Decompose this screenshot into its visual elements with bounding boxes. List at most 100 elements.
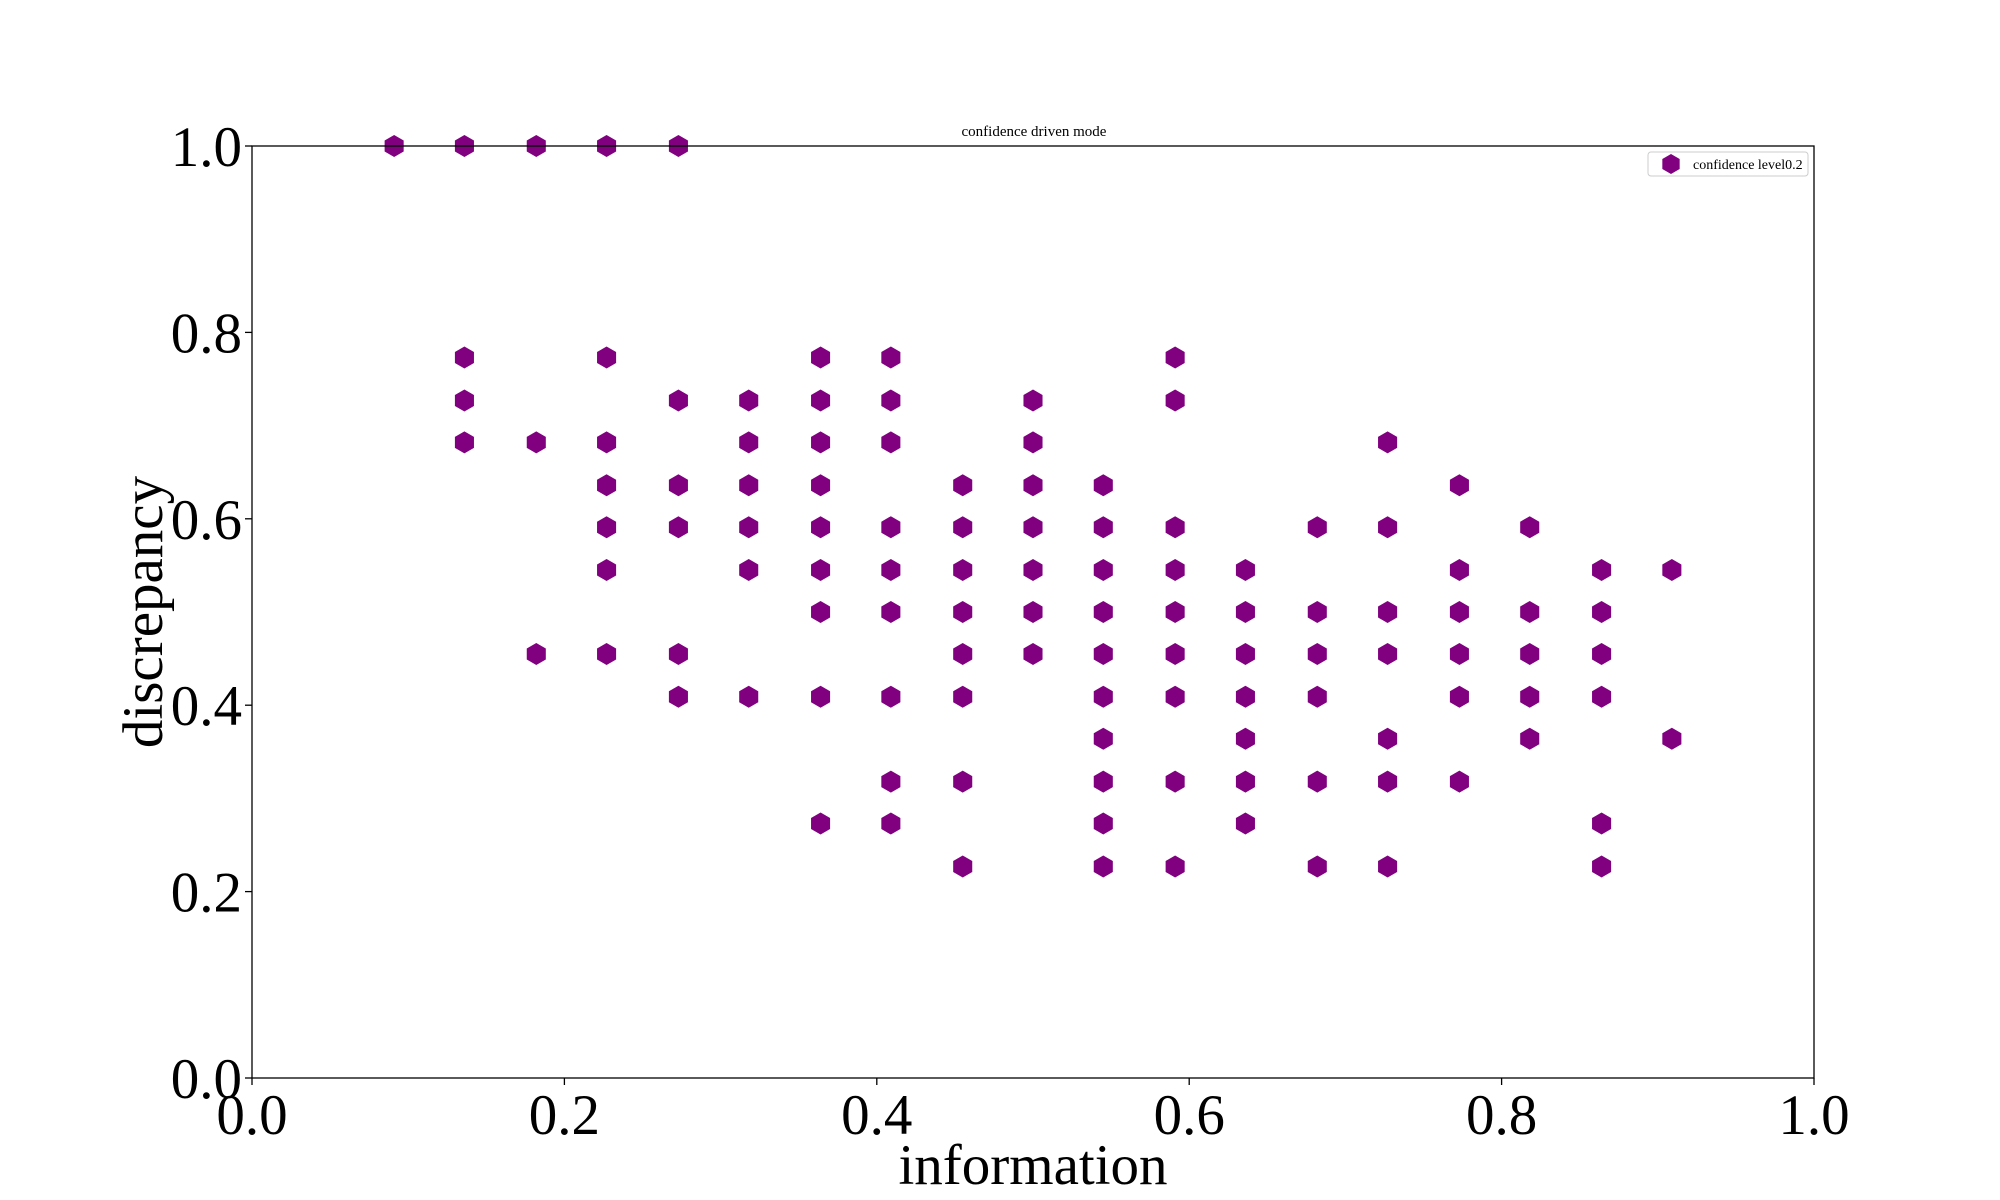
data-point [668,474,688,497]
data-point [1592,559,1612,582]
data-point [1165,685,1185,708]
data-point [953,855,973,878]
data-point [1592,812,1612,835]
data-point [454,389,474,412]
x-axis-label: information [898,1134,1167,1197]
data-point [811,474,831,497]
data-point [1378,516,1398,539]
data-point [1235,601,1255,623]
data-point [597,516,617,539]
data-point [1662,559,1682,582]
data-point [881,601,901,623]
data-point [811,389,831,412]
data-point [1023,601,1043,623]
data-point [881,685,901,708]
y-axis-label: discrepancy [112,475,175,748]
data-point [1023,431,1043,454]
data-point [526,642,546,665]
data-point [597,431,617,454]
data-point [953,516,973,539]
chart-title: confidence driven mode [962,124,1107,140]
data-point [811,431,831,454]
data-point [1520,601,1540,623]
data-point [1093,685,1113,708]
data-point [668,516,688,539]
data-point [1165,770,1185,793]
data-point [953,685,973,708]
data-point [1378,727,1398,750]
data-point [953,770,973,793]
data-point [1023,516,1043,539]
data-point [739,685,759,708]
data-point [1307,855,1327,878]
x-tick-label: 0.6 [1154,1084,1225,1147]
data-point [1449,474,1469,497]
data-point [1165,346,1185,369]
legend-hexagon-marker [1662,154,1680,174]
data-point [811,601,831,623]
data-point [597,474,617,497]
data-point [1592,642,1612,665]
data-point [1023,474,1043,497]
data-point [1165,601,1185,623]
data-point [1520,642,1540,665]
data-point [454,346,474,369]
data-point [1520,685,1540,708]
data-point [739,516,759,539]
x-axis: 0.0 0.2 0.4 0.6 0.8 1.0 [216,1078,1850,1147]
x-tick-label: 1.0 [1778,1084,1849,1147]
plot-frame [251,145,1815,1079]
y-tick-label: 0.8 [171,302,242,365]
data-point [1093,727,1113,750]
data-point [1449,559,1469,582]
y-tick-label: 0.0 [171,1048,242,1111]
data-point [1165,559,1185,582]
data-point [1093,642,1113,665]
data-point [1165,516,1185,539]
data-point [1093,559,1113,582]
data-point [1307,601,1327,623]
data-point [1662,727,1682,750]
data-point [1235,727,1255,750]
data-point [1449,770,1469,793]
data-point [811,812,831,835]
data-point [811,346,831,369]
data-point [1307,685,1327,708]
data-point [953,642,973,665]
data-point [668,685,688,708]
data-point [668,642,688,665]
data-point [1307,516,1327,539]
data-point [1520,516,1540,539]
data-point [1165,389,1185,412]
data-point [739,559,759,582]
data-point [1307,642,1327,665]
data-point [739,431,759,454]
data-point [881,770,901,793]
data-point [881,346,901,369]
data-point [1023,642,1043,665]
data-point [1592,855,1612,878]
data-point [953,474,973,497]
y-axis: 0.0 0.2 0.4 0.6 0.8 1.0 [171,116,252,1111]
data-point [1520,727,1540,750]
data-point [1378,855,1398,878]
data-point [881,516,901,539]
legend: confidence level0.2 [1647,151,1809,177]
data-point [953,559,973,582]
data-point [739,389,759,412]
data-point [1235,685,1255,708]
data-point [1449,642,1469,665]
data-point [1378,770,1398,793]
data-point [597,559,617,582]
data-point [1378,431,1398,454]
data-point [739,474,759,497]
data-point [1592,685,1612,708]
data-point [668,389,688,412]
data-point [1235,812,1255,835]
data-point [1378,601,1398,623]
data-point [1165,855,1185,878]
x-tick-label: 0.4 [841,1084,912,1147]
data-point [526,431,546,454]
data-point [881,389,901,412]
